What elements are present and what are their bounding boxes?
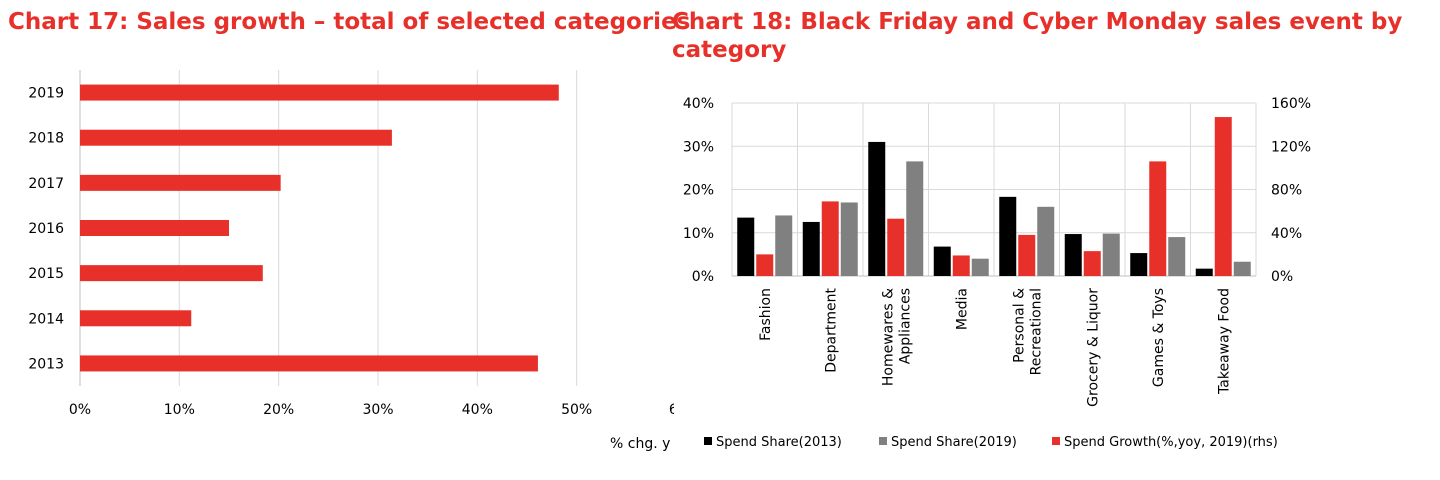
bar xyxy=(1037,206,1055,276)
bar xyxy=(80,220,229,236)
bar xyxy=(1168,237,1186,276)
chart-17-sales-growth: 0% 10% 20% 30% 40% 50% 6( 2019 2018 2017 2016 2015 2… xyxy=(28,70,674,452)
x-tick-label: Recreational xyxy=(1028,288,1044,375)
chart-18-title: Chart 18: Black Friday and Cyber Monday … xyxy=(672,9,1403,63)
x-tick-label: Grocery & Liquor xyxy=(1085,288,1101,407)
category-label-group: Games & Toys xyxy=(1151,288,1167,387)
bar xyxy=(840,202,858,276)
bar xyxy=(1064,234,1082,276)
bar xyxy=(971,258,989,276)
category-label-group: Media xyxy=(954,288,970,330)
y-tick-label: 40% xyxy=(683,96,714,112)
x-tick-label: 30% xyxy=(362,402,393,418)
x-axis-label: % chg. y xyxy=(610,436,670,452)
legend-swatch xyxy=(1052,437,1060,445)
x-tick-label: 10% xyxy=(164,402,195,418)
chart-18-sales-event-by-category: 0% 10% 20% 30% 40% 0% 40% 80% 120% 160% Fashion Dep… xyxy=(683,96,1311,450)
x-tick-label: Takeaway Food xyxy=(1216,288,1232,395)
y-tick-label: 2017 xyxy=(28,176,64,192)
x-tick-label: Appliances xyxy=(897,288,913,364)
x-tick-label: 50% xyxy=(561,402,592,418)
bar xyxy=(80,129,392,146)
x-tick-label: 6( xyxy=(669,402,674,418)
x-tick-label: 0% xyxy=(69,402,91,418)
bar xyxy=(737,217,755,276)
category-label-group: Fashion xyxy=(758,288,774,341)
bar xyxy=(80,265,263,282)
y-tick-label: 0% xyxy=(692,269,714,285)
bar xyxy=(1083,251,1101,276)
bar xyxy=(1130,253,1148,276)
bar xyxy=(999,196,1017,276)
category-label-group: Department xyxy=(823,287,839,372)
y-tick-label: 2014 xyxy=(28,311,64,327)
bar xyxy=(1149,161,1167,276)
x-tick-label: Homewares & xyxy=(880,288,896,386)
legend-swatch xyxy=(704,437,712,445)
bar xyxy=(821,201,839,276)
x-tick-label: Department xyxy=(823,287,839,372)
y-tick-label: 2013 xyxy=(28,356,64,372)
y2-tick-label: 120% xyxy=(1271,139,1311,155)
legend-label: Spend Growth(%,yoy, 2019)(rhs) xyxy=(1064,435,1278,450)
x-tick-label: Media xyxy=(954,288,970,330)
bar xyxy=(756,254,774,276)
y2-tick-label: 80% xyxy=(1271,183,1302,199)
bar xyxy=(80,84,559,101)
x-tick-label: 20% xyxy=(263,402,294,418)
x-tick-label: Games & Toys xyxy=(1151,288,1167,387)
bar xyxy=(952,255,970,276)
x-tick-label: Fashion xyxy=(758,288,774,341)
y-tick-label: 30% xyxy=(683,139,714,155)
bar xyxy=(933,246,951,276)
category-label-group: Homewares & Appliances xyxy=(880,288,913,386)
bar xyxy=(868,141,886,276)
legend-label: Spend Share(2019) xyxy=(891,435,1017,450)
bar xyxy=(1018,234,1036,276)
bar xyxy=(80,310,192,327)
category-label-group: Grocery & Liquor xyxy=(1085,288,1101,407)
y2-tick-label: 0% xyxy=(1271,269,1293,285)
category-label-group: Personal & Recreational xyxy=(1011,288,1044,375)
bar xyxy=(906,161,924,276)
bar xyxy=(1214,117,1232,277)
bar xyxy=(802,221,820,276)
y-tick-label: 2019 xyxy=(28,86,64,102)
bar xyxy=(1195,268,1213,276)
chart-17-title: Chart 17: Sales growth – total of select… xyxy=(8,9,691,35)
x-tick-label: 40% xyxy=(462,402,493,418)
y-tick-label: 10% xyxy=(683,226,714,242)
y-tick-label: 20% xyxy=(683,183,714,199)
bar xyxy=(887,218,905,276)
bar xyxy=(1102,233,1120,276)
bar xyxy=(775,215,793,276)
y2-tick-label: 160% xyxy=(1271,96,1311,112)
legend-label: Spend Share(2013) xyxy=(716,435,842,450)
bar xyxy=(1233,261,1251,276)
y-tick-label: 2015 xyxy=(28,266,64,282)
category-label-group: Takeaway Food xyxy=(1216,288,1232,395)
legend-swatch xyxy=(879,437,887,445)
x-tick-label: Personal & xyxy=(1011,288,1027,363)
y2-tick-label: 40% xyxy=(1271,226,1302,242)
bar xyxy=(80,174,281,191)
y-tick-label: 2018 xyxy=(28,131,64,147)
y-tick-label: 2016 xyxy=(28,221,64,237)
bar xyxy=(80,355,538,372)
